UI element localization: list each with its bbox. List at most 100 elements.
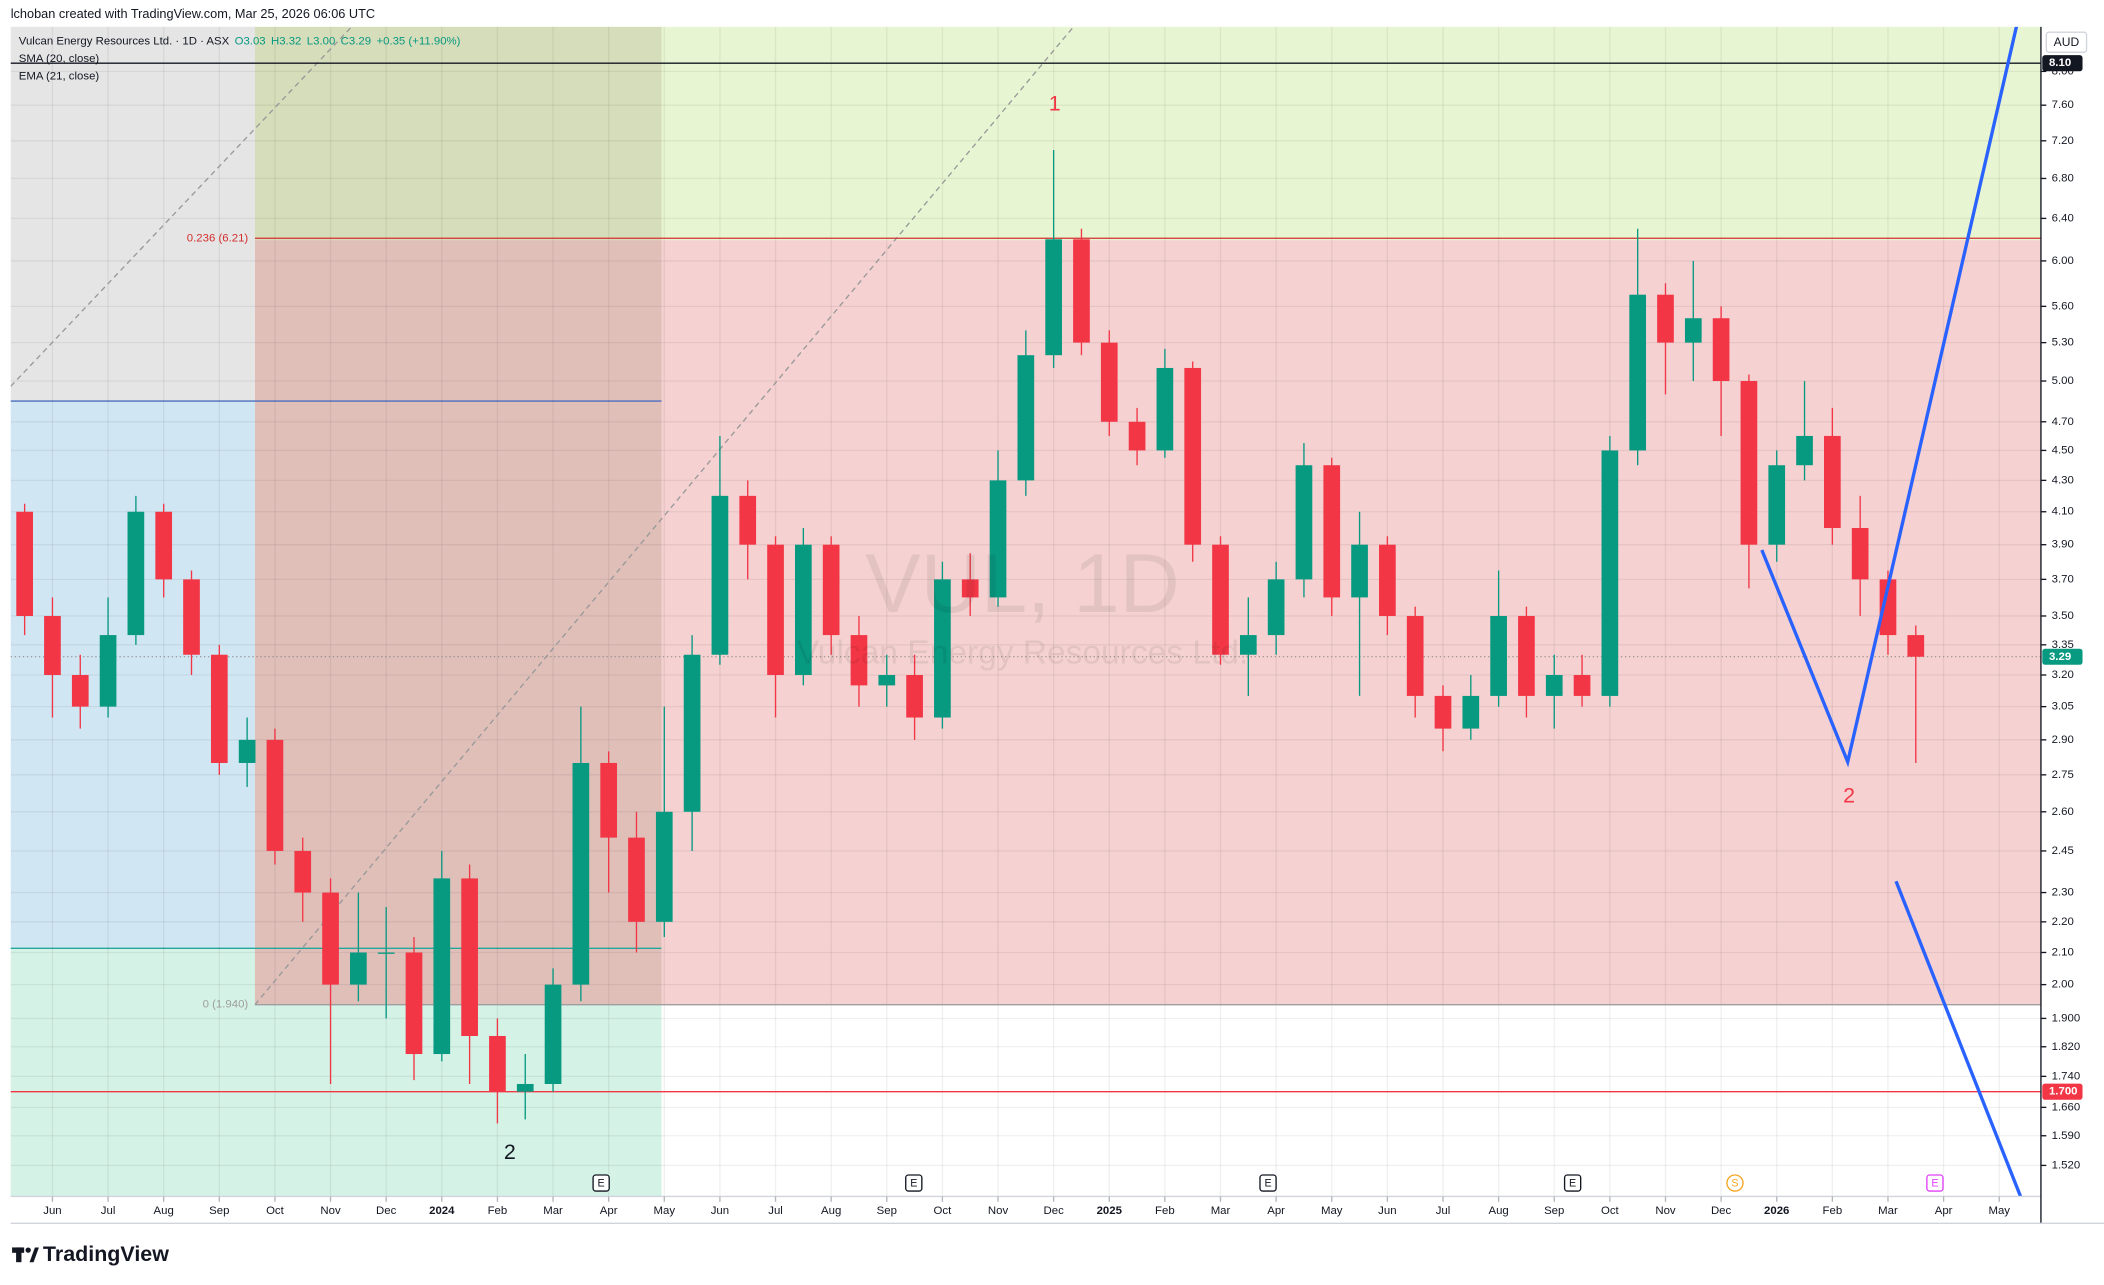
x-tick-label: Jun	[43, 1205, 61, 1217]
wave-label: 1	[1049, 91, 1061, 115]
legend-open: O3.03	[235, 36, 266, 48]
candle-body	[294, 850, 312, 893]
y-tick-label: 3.20	[2052, 669, 2074, 681]
candle-body	[1907, 635, 1925, 657]
x-axis: Jun Jul Aug Sep Oct Nov Dec 2024 Feb Mar Apr May Jun…	[43, 1196, 2010, 1217]
candle-body	[655, 811, 673, 922]
price-label-box	[2042, 648, 2083, 665]
x-tick-label: Nov	[1655, 1205, 1676, 1217]
event-label: E	[910, 1178, 917, 1190]
y-tick-label: 5.30	[2052, 337, 2074, 349]
y-tick-label: 2.10	[2052, 947, 2074, 959]
y-tick-label: 5.60	[2052, 300, 2074, 312]
candle-body	[1073, 239, 1090, 343]
fib-label: 0.236 (6.21)	[187, 232, 249, 244]
candle-body	[850, 635, 868, 686]
wave-line	[1760, 26, 2019, 768]
candle-body	[1045, 239, 1062, 356]
x-tick-label: Apr	[600, 1205, 618, 1217]
y-tick-label: 2.30	[2052, 887, 2074, 899]
x-tick-label: Oct	[266, 1205, 285, 1217]
price-label: 1.700	[2049, 1086, 2078, 1098]
candle-body	[544, 984, 562, 1084]
candle-body	[405, 952, 423, 1055]
zone	[254, 26, 662, 1005]
event-label: S	[1731, 1178, 1738, 1190]
y-tick-label: 6.40	[2052, 212, 2074, 224]
candle-body	[1601, 450, 1619, 696]
x-tick-label: Dec	[376, 1205, 397, 1217]
candle-body	[1100, 342, 1118, 422]
currency-box	[2045, 31, 2088, 53]
event-label: E	[1569, 1178, 1576, 1190]
candle-body	[322, 892, 339, 985]
candle-body	[683, 654, 701, 812]
candle-body	[1351, 544, 1368, 598]
y-tick-label: 1.590	[2052, 1130, 2081, 1142]
logo-mark	[29, 1247, 39, 1263]
candle-body	[1629, 294, 1647, 451]
x-tick-label: Jul	[768, 1205, 783, 1217]
price-label-box	[2042, 1083, 2083, 1100]
legend-low: L3.00	[307, 36, 336, 48]
y-tick-label: 7.20	[2052, 135, 2074, 147]
grid	[10, 26, 2041, 1197]
candle-body	[155, 511, 173, 580]
y-tick-label: 3.50	[2052, 610, 2074, 622]
dashed-trend	[254, 26, 1074, 1006]
logo-mark	[16, 1247, 22, 1263]
watermark-name: Vulcan Energy Resources Ltd.	[797, 634, 1249, 671]
levels: 0.236 (6.21) 0 (1.940)	[10, 62, 2041, 1093]
candle-body	[1434, 695, 1452, 729]
y-tick-label: 1.900	[2052, 1012, 2081, 1024]
candle-body	[767, 544, 784, 676]
indicator: SMA (20, close)	[19, 53, 100, 65]
zone	[254, 26, 2041, 241]
y-tick-label: 6.00	[2052, 255, 2074, 267]
x-tick-label: Sep	[877, 1205, 897, 1217]
candle-body	[127, 511, 145, 636]
candle-body	[1323, 465, 1341, 598]
candle-body	[795, 544, 812, 676]
candle-body	[461, 878, 478, 1036]
candle-body	[1851, 528, 1869, 580]
y-tick-label: 3.35	[2052, 639, 2074, 651]
x-tick-label: Jul	[101, 1205, 116, 1217]
event-marker	[905, 1174, 923, 1192]
candle-body	[1573, 675, 1591, 696]
x-tick-label: Sep	[209, 1205, 229, 1217]
zone	[10, 26, 255, 402]
y-tick-label: 7.60	[2052, 99, 2074, 111]
annotations: 1 2 2	[504, 91, 1855, 1164]
candle-body	[961, 579, 979, 598]
candle-body	[266, 739, 284, 851]
y-tick-label: 5.00	[2052, 375, 2074, 387]
candle-body	[1796, 435, 1813, 466]
y-tick-label: 4.10	[2052, 506, 2074, 518]
credit: lchoban created with TradingView.com, Ma…	[11, 6, 375, 21]
x-tick-label: Aug	[1488, 1205, 1508, 1217]
y-tick-label: 1.520	[2052, 1159, 2081, 1171]
event-marker	[1726, 1174, 1744, 1192]
legend: Vulcan Energy Resources Ltd. · 1D · ASX O…	[19, 36, 461, 48]
event-marker	[1926, 1174, 1944, 1192]
x-tick-label: Feb	[1155, 1205, 1175, 1217]
candle-body	[516, 1083, 534, 1092]
price-label-box	[2042, 55, 2083, 72]
x-tick-label: Mar	[1211, 1205, 1231, 1217]
y-tick-label: 4.50	[2052, 444, 2074, 456]
candle-body	[989, 480, 1007, 598]
x-tick-label: Jun	[711, 1205, 729, 1217]
y-tick-label: 1.740	[2052, 1070, 2081, 1082]
candle-body	[16, 511, 33, 616]
event-marker	[1563, 1174, 1582, 1192]
wave-line	[1894, 880, 2023, 1197]
candle-body	[1184, 367, 1202, 545]
x-tick-label: Feb	[488, 1205, 508, 1217]
y-tick-label: 2.00	[2052, 979, 2074, 991]
logo-mark	[25, 1247, 31, 1253]
fib-label: 0 (1.940)	[203, 999, 249, 1011]
y-tick-label: 2.20	[2052, 916, 2074, 928]
